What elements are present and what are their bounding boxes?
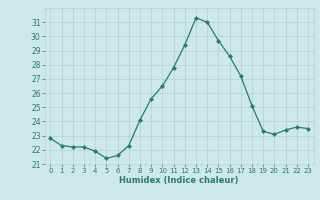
X-axis label: Humidex (Indice chaleur): Humidex (Indice chaleur) — [119, 176, 239, 185]
